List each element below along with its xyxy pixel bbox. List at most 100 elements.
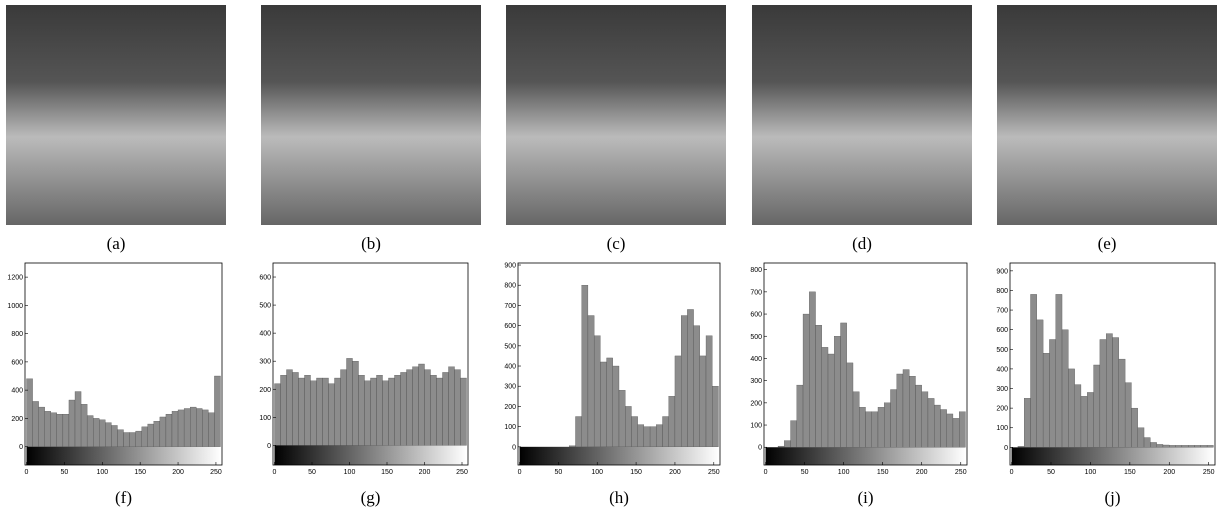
bar xyxy=(430,375,437,446)
y-tick-label: 400 xyxy=(259,331,271,338)
x-tick-label: 0 xyxy=(25,469,29,476)
bar xyxy=(370,377,377,446)
bar xyxy=(1024,398,1031,448)
x-tick-label: 50 xyxy=(801,469,809,476)
caption: (b) xyxy=(361,234,381,253)
bar xyxy=(1080,396,1088,448)
plot-frame xyxy=(763,262,968,466)
caption: (f) xyxy=(115,488,132,507)
caption: (h) xyxy=(609,488,629,507)
y-tick-label: 100 xyxy=(259,415,271,422)
bar xyxy=(1169,445,1176,448)
bar xyxy=(1074,384,1082,448)
x-tick-label: 100 xyxy=(344,469,356,476)
bar xyxy=(681,315,688,447)
bar xyxy=(1131,407,1138,448)
bar xyxy=(50,412,57,447)
bar xyxy=(693,325,700,447)
bar xyxy=(790,420,797,448)
y-tick-label: 300 xyxy=(504,384,516,391)
bar xyxy=(865,411,872,448)
caption: (i) xyxy=(857,488,873,507)
bar xyxy=(298,377,305,446)
bar xyxy=(699,355,707,447)
bar xyxy=(460,377,467,446)
bar xyxy=(1175,445,1183,448)
x-tick-label: 200 xyxy=(916,469,928,476)
bar xyxy=(123,432,130,447)
y-tick-label: 700 xyxy=(504,303,516,310)
bar xyxy=(593,335,601,447)
y-tick-label: 500 xyxy=(504,343,516,350)
y-tick-label: 500 xyxy=(750,334,762,341)
y-tick-label: 400 xyxy=(11,388,23,395)
bar xyxy=(418,363,425,446)
x-tick-label: 100 xyxy=(1085,469,1097,476)
bar xyxy=(1150,442,1157,448)
bar xyxy=(80,404,88,447)
bar xyxy=(952,418,960,448)
x-tick-label: 150 xyxy=(1124,469,1136,476)
bar xyxy=(274,383,281,446)
bar xyxy=(1106,333,1113,448)
x-tick-label: 250 xyxy=(456,469,468,476)
bar xyxy=(871,411,879,448)
x-tick-label: 150 xyxy=(877,469,889,476)
bar xyxy=(674,355,682,447)
bar xyxy=(637,424,645,447)
bar xyxy=(208,412,215,447)
bar xyxy=(1055,294,1063,448)
bar xyxy=(687,309,694,447)
bar xyxy=(959,411,966,448)
bar xyxy=(177,409,185,447)
bar xyxy=(815,325,822,448)
x-tick-label: 150 xyxy=(630,469,642,476)
y-tick-label: 200 xyxy=(11,416,23,423)
bar xyxy=(927,398,935,448)
y-tick-label: 300 xyxy=(259,359,271,366)
bar xyxy=(1030,294,1037,448)
bar xyxy=(656,424,663,447)
y-tick-label: 400 xyxy=(996,366,1008,373)
bar xyxy=(921,391,929,448)
y-tick-label: 0 xyxy=(1004,445,1008,452)
y-tick-label: 700 xyxy=(996,308,1008,315)
y-tick-label: 1000 xyxy=(7,303,23,310)
bar xyxy=(784,440,791,448)
bar xyxy=(56,413,64,447)
x-tick-label: 250 xyxy=(1203,469,1215,476)
y-tick-label: 400 xyxy=(504,364,516,371)
bar xyxy=(111,425,118,447)
bar xyxy=(902,369,910,448)
y-tick-label: 0 xyxy=(758,445,762,452)
bar xyxy=(412,366,419,446)
gray-ramp xyxy=(765,447,966,465)
bar xyxy=(796,384,804,448)
bar xyxy=(1162,444,1170,448)
bar xyxy=(581,285,589,447)
bar xyxy=(117,429,124,447)
bar xyxy=(280,375,287,446)
gray-ramp xyxy=(1011,447,1214,465)
y-tick-label: 800 xyxy=(11,331,23,338)
bar xyxy=(600,361,607,447)
x-tick-label: 150 xyxy=(134,469,146,476)
bar xyxy=(310,380,317,446)
bar xyxy=(286,369,293,446)
y-tick-label: 800 xyxy=(996,288,1008,295)
y-tick-label: 900 xyxy=(996,268,1008,275)
bar xyxy=(606,357,613,447)
y-tick-label: 100 xyxy=(750,423,762,430)
y-tick-label: 300 xyxy=(750,378,762,385)
y-tick-label: 500 xyxy=(259,303,271,310)
bar xyxy=(129,432,136,447)
x-tick-label: 200 xyxy=(419,469,431,476)
x-tick-label: 250 xyxy=(955,469,967,476)
bar xyxy=(587,315,595,447)
bar xyxy=(358,375,365,446)
y-tick-label: 100 xyxy=(504,424,516,431)
bar xyxy=(625,406,632,447)
bar xyxy=(877,407,885,448)
bar xyxy=(618,390,626,447)
bar xyxy=(388,377,395,446)
